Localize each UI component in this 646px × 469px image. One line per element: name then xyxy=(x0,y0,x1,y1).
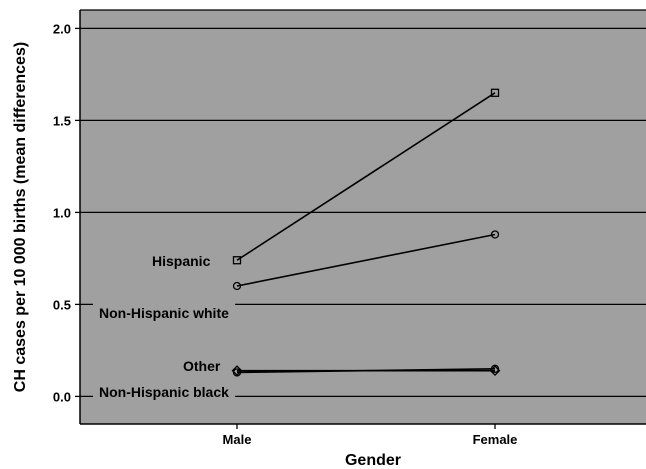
y-axis-title: CH cases per 10 000 births (mean differe… xyxy=(12,42,29,392)
series-labels: Hispanic Non-Hispanic white Other Non-Hispa… xyxy=(93,253,236,403)
circle-marker xyxy=(490,230,500,239)
circle-marker xyxy=(232,368,242,377)
series-non-hispanic-white xyxy=(232,230,500,291)
diamond-marker xyxy=(231,365,243,377)
series-line xyxy=(236,368,496,374)
y-tick-label: 1.5 xyxy=(53,113,71,128)
series-label-text: Non-Hispanic white xyxy=(99,305,229,321)
label-background xyxy=(93,381,236,403)
series-label-text: Hispanic xyxy=(152,253,211,269)
y-tick-label: 0.5 xyxy=(53,297,71,312)
series-line xyxy=(236,233,496,287)
x-axis-title: Gender xyxy=(345,452,401,469)
circle-marker xyxy=(232,281,242,291)
plot-background xyxy=(80,10,646,424)
series-lines xyxy=(231,88,501,377)
series-label-text: Non-Hispanic black xyxy=(99,384,229,400)
y-tick-label: 2.0 xyxy=(53,21,71,36)
series-label: Non-Hispanic black xyxy=(93,381,236,403)
series-label-text: Other xyxy=(183,358,221,374)
x-tick-label: Female xyxy=(473,432,518,447)
series-label: Other xyxy=(183,358,221,374)
square-marker xyxy=(490,88,500,97)
label-background xyxy=(93,302,236,324)
y-tick-label: 0.0 xyxy=(53,389,71,404)
series-label: Non-Hispanic white xyxy=(93,302,236,324)
y-tick-label: 1.0 xyxy=(53,205,71,220)
y-axis-ticks: 0.0 0.5 1.0 1.5 2.0 xyxy=(53,21,80,404)
plot-area xyxy=(80,10,646,424)
axes xyxy=(79,9,646,425)
x-axis-ticks: Male Female xyxy=(223,424,518,447)
circle-marker xyxy=(490,364,500,373)
square-marker xyxy=(232,256,242,265)
series-non-hispanic-black xyxy=(232,364,500,377)
series-line xyxy=(236,92,496,261)
x-tick-label: Male xyxy=(223,432,252,447)
series-label: Hispanic xyxy=(152,253,211,269)
series-hispanic xyxy=(232,88,500,265)
